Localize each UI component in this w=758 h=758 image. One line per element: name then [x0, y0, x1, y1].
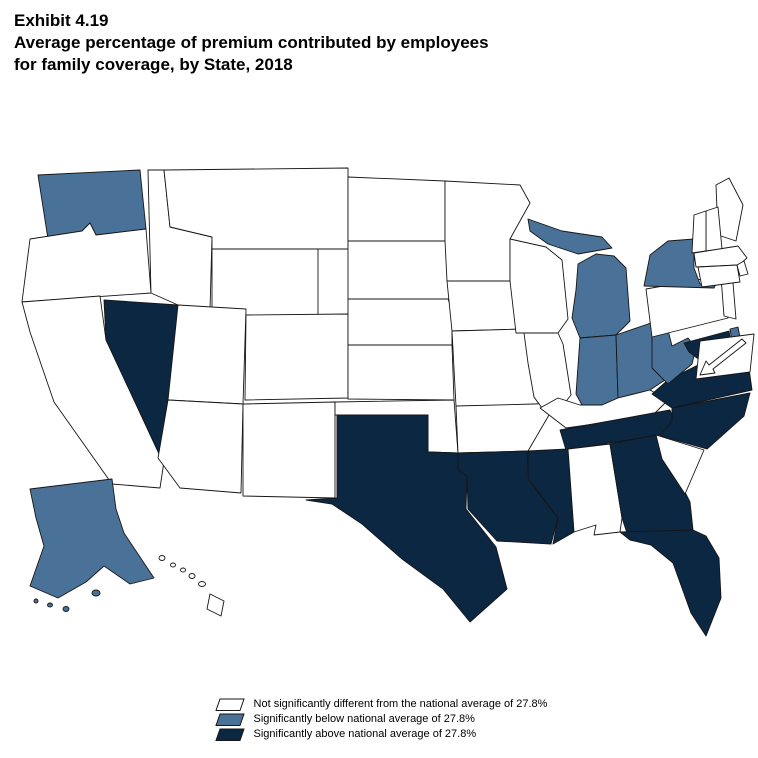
state-ri — [736, 260, 749, 277]
state-sc — [655, 434, 705, 495]
state-nc — [659, 392, 751, 450]
exhibit-number: Exhibit 4.19 — [14, 11, 109, 30]
state-nm — [242, 401, 336, 499]
state-hi-island — [170, 562, 176, 568]
state-ak-island — [91, 589, 101, 597]
state-ak-island — [33, 598, 39, 604]
state-mi-upper — [527, 218, 613, 255]
state-wi — [509, 238, 569, 334]
state-hi-island — [198, 581, 206, 588]
legend-swatch-not-different-icon — [214, 698, 245, 711]
legend-label-below: Significantly below national average of … — [253, 713, 475, 726]
legend-label-above: Significantly above national average of … — [253, 728, 477, 741]
state-az — [157, 399, 244, 494]
figure-title: Exhibit 4.19 Average percentage of premi… — [0, 0, 758, 75]
state-ak — [29, 478, 155, 599]
state-ks — [347, 344, 455, 401]
state-tx — [305, 414, 508, 623]
legend-item-above: Significantly above national average of … — [211, 727, 548, 742]
state-co — [244, 313, 349, 401]
title-line-2: for family coverage, by State, 2018 — [14, 54, 293, 74]
state-ne — [347, 298, 453, 346]
state-hi-island — [158, 555, 166, 562]
state-hi-island — [188, 573, 196, 580]
state-fl — [619, 529, 722, 637]
legend-item-below: Significantly below national average of … — [211, 712, 548, 727]
legend-item-not-different: Not significantly different from the nat… — [211, 697, 548, 712]
legend-swatch-above-icon — [214, 728, 245, 741]
state-or — [21, 222, 152, 303]
dc-arrow-icon — [699, 338, 747, 376]
state-la — [457, 450, 559, 545]
state-hi-island — [180, 567, 186, 573]
state-mi-lower — [571, 253, 631, 339]
legend-label-not-different: Not significantly different from the nat… — [253, 698, 548, 711]
title-line-1: Average percentage of premium contribute… — [14, 32, 489, 52]
state-hi-big-island — [206, 593, 225, 617]
state-ak-island — [47, 602, 53, 608]
state-ca — [21, 295, 167, 489]
us-choropleth-map — [21, 167, 755, 637]
state-vt — [691, 210, 707, 254]
state-ct — [697, 264, 741, 288]
state-ak-island — [62, 606, 70, 613]
state-in — [575, 334, 619, 406]
state-ar — [455, 402, 557, 454]
legend-swatch-below-icon — [214, 713, 245, 726]
state-nd — [347, 176, 446, 242]
legend: Not significantly different from the nat… — [211, 697, 548, 742]
state-sd — [347, 240, 453, 300]
state-ut — [167, 304, 247, 405]
